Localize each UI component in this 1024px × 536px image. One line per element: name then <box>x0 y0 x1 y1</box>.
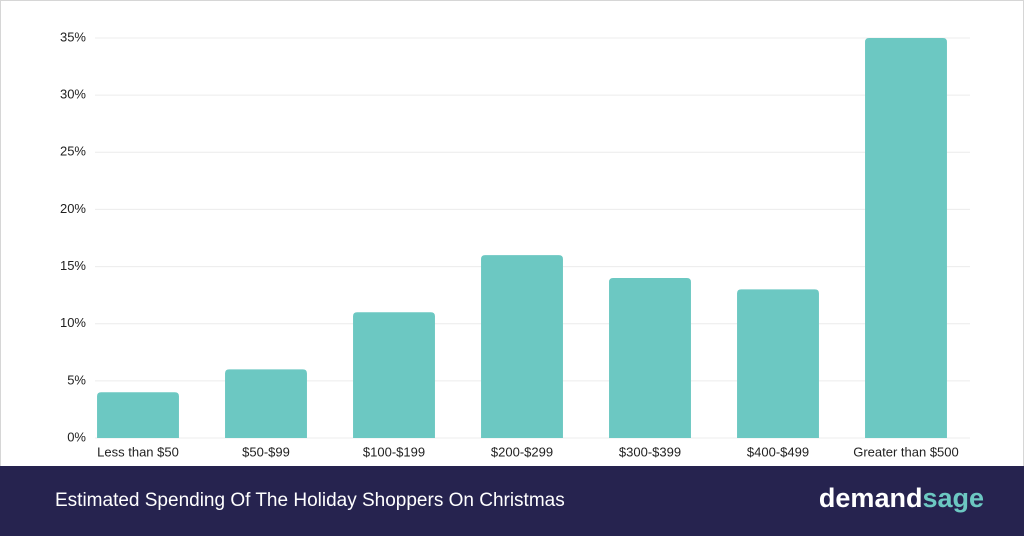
y-tick-label: 35% <box>60 29 86 44</box>
bar <box>609 278 691 438</box>
y-tick-label: 10% <box>60 315 86 330</box>
chart-title: Estimated Spending Of The Holiday Shoppe… <box>55 490 565 511</box>
y-tick-label: 20% <box>60 201 86 216</box>
bar <box>225 369 307 438</box>
footer-band <box>0 466 1024 536</box>
bar <box>481 255 563 438</box>
y-tick-label: 15% <box>60 258 86 273</box>
y-tick-label: 25% <box>60 144 86 159</box>
bar <box>865 38 947 438</box>
x-tick-label: Greater than $500 <box>853 444 959 459</box>
x-tick-label: $200-$299 <box>491 444 553 459</box>
bar <box>353 312 435 438</box>
bar <box>737 289 819 438</box>
y-tick-label: 5% <box>67 372 86 387</box>
x-tick-label: $50-$99 <box>242 444 290 459</box>
x-tick-label: $300-$399 <box>619 444 681 459</box>
bar <box>97 392 179 438</box>
brand-main: demand <box>819 483 923 513</box>
y-tick-label: 30% <box>60 87 86 102</box>
x-tick-label: $400-$499 <box>747 444 809 459</box>
x-tick-label: $100-$199 <box>363 444 425 459</box>
brand: demandsage <box>819 483 984 513</box>
brand-accent: sage <box>922 483 984 513</box>
y-tick-label: 0% <box>67 429 86 444</box>
x-tick-label: Less than $50 <box>97 444 179 459</box>
